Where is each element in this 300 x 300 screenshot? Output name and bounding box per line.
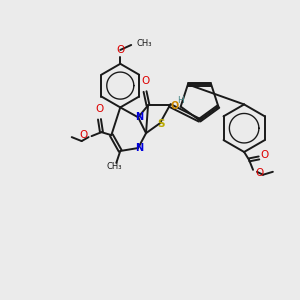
Text: CH₃: CH₃ — [106, 162, 122, 171]
Text: H: H — [177, 96, 184, 105]
Text: O: O — [141, 76, 149, 85]
Text: O: O — [116, 45, 124, 55]
Text: O: O — [261, 150, 269, 160]
Text: N: N — [135, 143, 143, 153]
Text: CH₃: CH₃ — [136, 38, 152, 47]
Text: S: S — [157, 119, 165, 129]
Text: O: O — [170, 100, 179, 111]
Text: O: O — [95, 104, 104, 114]
Text: N: N — [135, 112, 143, 122]
Text: O: O — [255, 168, 263, 178]
Text: O: O — [79, 130, 88, 140]
